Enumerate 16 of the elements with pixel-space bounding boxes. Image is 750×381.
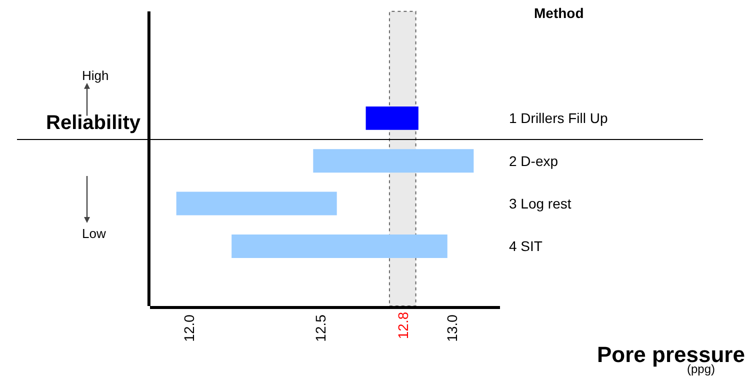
x-tick-label: 13.0 — [444, 314, 460, 342]
x-tick-label: 12.0 — [181, 314, 198, 342]
text: High — [82, 68, 109, 83]
bar — [366, 106, 418, 130]
y-tick-label: 4 SIT — [509, 238, 543, 254]
y-tick-label: 2 D-exp — [509, 152, 558, 169]
bar — [176, 192, 337, 216]
bar — [232, 234, 448, 258]
legend-title: Method — [534, 5, 584, 21]
band-label: 12.8 — [395, 312, 412, 340]
bar — [313, 149, 474, 173]
y-tick-label: 1 Drillers Fill Up — [509, 110, 608, 126]
text: Low — [82, 226, 106, 241]
x-tick-label: 12.5 — [312, 314, 329, 342]
y-axis-title: Reliability — [46, 112, 142, 134]
y-tick-label: 3 Log rest — [509, 195, 572, 212]
